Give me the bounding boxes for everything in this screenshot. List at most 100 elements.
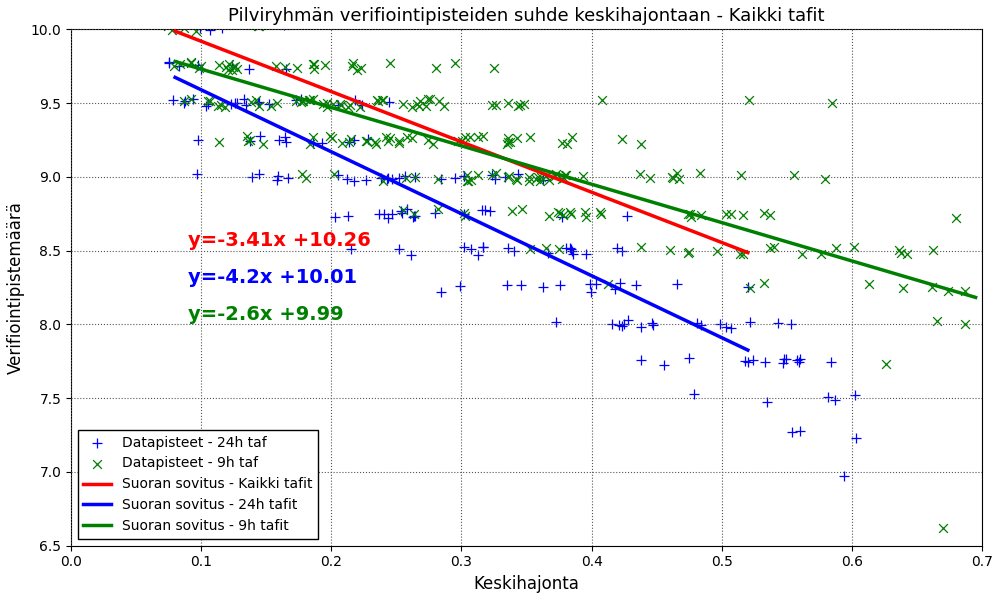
Datapisteet - 9h taf bbox=[633, 140, 649, 149]
Datapisteet - 24h taf bbox=[261, 99, 277, 109]
Datapisteet - 9h taf bbox=[305, 94, 321, 103]
Datapisteet - 9h taf bbox=[188, 26, 204, 35]
Datapisteet - 24h taf bbox=[347, 95, 363, 104]
Datapisteet - 9h taf bbox=[514, 205, 530, 214]
Datapisteet - 9h taf bbox=[766, 242, 782, 252]
Datapisteet - 9h taf bbox=[374, 95, 390, 104]
Datapisteet - 9h taf bbox=[664, 172, 680, 182]
Datapisteet - 9h taf bbox=[243, 97, 259, 107]
Datapisteet - 24h taf bbox=[189, 170, 205, 179]
Datapisteet - 9h taf bbox=[166, 61, 182, 71]
Datapisteet - 24h taf bbox=[474, 205, 490, 215]
Datapisteet - 9h taf bbox=[322, 131, 338, 141]
Datapisteet - 9h taf bbox=[732, 249, 748, 259]
Datapisteet - 24h taf bbox=[339, 175, 355, 184]
Datapisteet - 24h taf bbox=[475, 242, 491, 251]
Datapisteet - 9h taf bbox=[211, 60, 227, 70]
Datapisteet - 24h taf bbox=[200, 100, 216, 109]
Datapisteet - 24h taf bbox=[689, 319, 705, 328]
Datapisteet - 9h taf bbox=[176, 96, 192, 106]
Datapisteet - 24h taf bbox=[611, 320, 627, 329]
Datapisteet - 9h taf bbox=[367, 137, 383, 146]
Datapisteet - 9h taf bbox=[522, 133, 538, 142]
Datapisteet - 9h taf bbox=[302, 95, 318, 105]
Datapisteet - 9h taf bbox=[412, 96, 428, 106]
Datapisteet - 9h taf bbox=[229, 64, 245, 74]
Datapisteet - 9h taf bbox=[488, 169, 504, 178]
Datapisteet - 9h taf bbox=[642, 173, 658, 183]
Datapisteet - 9h taf bbox=[240, 136, 256, 145]
Datapisteet - 24h taf bbox=[376, 209, 392, 218]
Datapisteet - 9h taf bbox=[221, 59, 237, 68]
Datapisteet - 9h taf bbox=[450, 137, 466, 146]
Datapisteet - 24h taf bbox=[360, 134, 376, 143]
Datapisteet - 24h taf bbox=[487, 174, 503, 184]
Datapisteet - 9h taf bbox=[395, 205, 411, 215]
Datapisteet - 24h taf bbox=[820, 392, 836, 402]
Datapisteet - 24h taf bbox=[280, 173, 296, 182]
Datapisteet - 24h taf bbox=[583, 287, 599, 297]
Datapisteet - 24h taf bbox=[499, 280, 515, 290]
Datapisteet - 9h taf bbox=[251, 21, 267, 31]
Datapisteet - 9h taf bbox=[723, 209, 739, 219]
Datapisteet - 24h taf bbox=[770, 318, 786, 328]
Datapisteet - 9h taf bbox=[227, 61, 243, 71]
Datapisteet - 9h taf bbox=[294, 169, 310, 178]
Datapisteet - 24h taf bbox=[288, 95, 304, 105]
Datapisteet - 9h taf bbox=[305, 132, 321, 142]
Datapisteet - 24h taf bbox=[407, 211, 423, 221]
Datapisteet - 24h taf bbox=[669, 279, 685, 289]
Datapisteet - 9h taf bbox=[693, 210, 709, 220]
Datapisteet - 9h taf bbox=[202, 97, 218, 106]
Datapisteet - 24h taf bbox=[693, 320, 709, 329]
Datapisteet - 9h taf bbox=[735, 249, 751, 259]
Datapisteet - 24h taf bbox=[628, 280, 644, 289]
Datapisteet - 9h taf bbox=[940, 286, 956, 295]
Datapisteet - 9h taf bbox=[172, 59, 188, 68]
Datapisteet - 9h taf bbox=[183, 58, 199, 68]
Datapisteet - 24h taf bbox=[616, 319, 632, 329]
Datapisteet - 24h taf bbox=[633, 356, 649, 365]
Datapisteet - 9h taf bbox=[484, 101, 500, 110]
Datapisteet - 24h taf bbox=[223, 99, 239, 109]
Datapisteet - 9h taf bbox=[521, 172, 537, 181]
Datapisteet - 24h taf bbox=[330, 100, 346, 110]
Datapisteet - 24h taf bbox=[456, 209, 472, 219]
Datapisteet - 9h taf bbox=[502, 137, 518, 147]
Datapisteet - 9h taf bbox=[333, 100, 349, 110]
Datapisteet - 24h taf bbox=[463, 244, 479, 253]
Datapisteet - 9h taf bbox=[578, 212, 594, 222]
Datapisteet - 24h taf bbox=[535, 282, 551, 292]
Datapisteet - 9h taf bbox=[366, 20, 382, 30]
Datapisteet - 24h taf bbox=[558, 243, 574, 253]
Datapisteet - 24h taf bbox=[656, 360, 672, 370]
Datapisteet - 24h taf bbox=[470, 250, 486, 260]
Datapisteet - 24h taf bbox=[391, 173, 407, 182]
Datapisteet - 9h taf bbox=[193, 61, 209, 71]
Datapisteet - 9h taf bbox=[224, 65, 240, 75]
Datapisteet - 9h taf bbox=[353, 63, 369, 73]
Datapisteet - 24h taf bbox=[185, 95, 201, 104]
Datapisteet - 9h taf bbox=[268, 61, 284, 70]
Datapisteet - 24h taf bbox=[198, 101, 214, 110]
Datapisteet - 9h taf bbox=[391, 138, 407, 148]
Datapisteet - 9h taf bbox=[457, 211, 473, 221]
Datapisteet - 24h taf bbox=[742, 317, 758, 327]
Datapisteet - 24h taf bbox=[578, 250, 594, 259]
Datapisteet - 24h taf bbox=[506, 246, 522, 256]
Line: Suoran sovitus - Kaikki tafit: Suoran sovitus - Kaikki tafit bbox=[175, 31, 748, 253]
Datapisteet - 9h taf bbox=[341, 137, 357, 146]
Datapisteet - 24h taf bbox=[167, 24, 183, 34]
Datapisteet - 9h taf bbox=[217, 103, 233, 112]
Datapisteet - 9h taf bbox=[680, 209, 696, 218]
Datapisteet - 24h taf bbox=[784, 427, 800, 437]
Datapisteet - 9h taf bbox=[395, 99, 411, 109]
Datapisteet - 24h taf bbox=[633, 322, 649, 331]
Datapisteet - 9h taf bbox=[563, 209, 579, 219]
Datapisteet - 24h taf bbox=[712, 319, 728, 329]
Datapisteet - 9h taf bbox=[248, 95, 264, 104]
Datapisteet - 24h taf bbox=[251, 170, 267, 179]
Datapisteet - 9h taf bbox=[332, 100, 348, 109]
Datapisteet - 9h taf bbox=[294, 97, 310, 106]
Datapisteet - 9h taf bbox=[709, 246, 725, 256]
